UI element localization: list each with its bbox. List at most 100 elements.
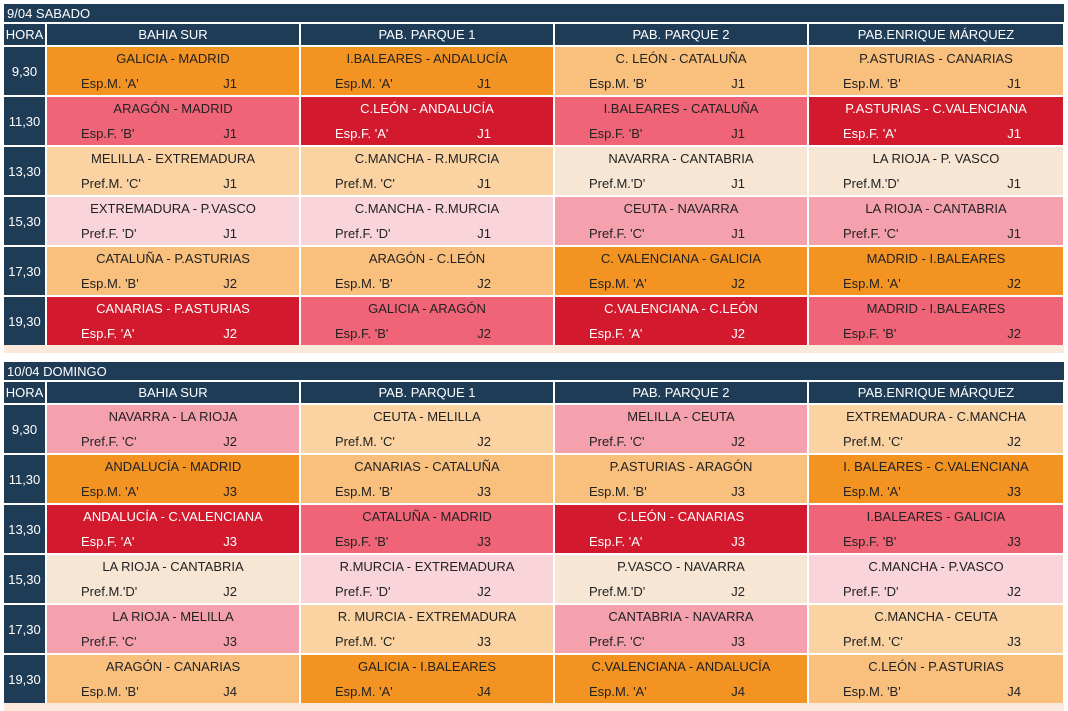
venue-header: PAB.ENRIQUE MÁRQUEZ — [809, 24, 1063, 45]
match-round: J1 — [1007, 226, 1021, 241]
match-teams: EXTREMADURA - C.MANCHA — [846, 409, 1026, 424]
match-cell: C.MANCHA - R.MURCIA Pref.F. 'D' J1 — [301, 197, 555, 245]
match-round: J4 — [223, 684, 237, 699]
match-category: Pref.M. 'C' — [81, 176, 141, 191]
table-row: 15,30 LA RIOJA - CANTABRIA Pref.M.'D' J2 R.M… — [4, 553, 1064, 603]
match-round: J2 — [477, 326, 491, 341]
match-teams: CEUTA - NAVARRA — [623, 201, 739, 216]
match-cell: MADRID - I.BALEARES Esp.F. 'B' J2 — [809, 297, 1063, 345]
table-row: 15,30 EXTREMADURA - P.VASCO Pref.F. 'D' J1 C… — [4, 195, 1064, 245]
match-round: J2 — [477, 276, 491, 291]
time-cell: 9,30 — [4, 47, 47, 95]
match-cell: R. MURCIA - EXTREMADURA Pref.M. 'C' J3 — [301, 605, 555, 653]
match-round: J2 — [477, 434, 491, 449]
match-category: Esp.F. 'B' — [335, 534, 389, 549]
match-teams: ARAGÓN - C.LEÓN — [368, 251, 486, 266]
hora-header: HORA — [4, 24, 47, 45]
venue-header: PAB. PARQUE 1 — [301, 382, 555, 403]
match-teams: CATALUÑA - P.ASTURIAS — [96, 251, 250, 266]
time-cell: 17,30 — [4, 605, 47, 653]
match-teams: C.MANCHA - R.MURCIA — [354, 151, 500, 166]
match-cell: I.BALEARES - GALICIA Esp.F. 'B' J3 — [809, 505, 1063, 553]
match-teams: NAVARRA - CANTABRIA — [608, 151, 754, 166]
match-round: J3 — [223, 534, 237, 549]
match-round: J2 — [1007, 326, 1021, 341]
match-teams: C.MANCHA - CEUTA — [874, 609, 998, 624]
match-round: J3 — [477, 634, 491, 649]
day-block: 9/04 SABADO HORA BAHIA SUR PAB. PARQUE 1 PAB… — [4, 4, 1064, 353]
match-cell: MADRID - I.BALEARES Esp.M. 'A' J2 — [809, 247, 1063, 295]
match-cell: LA RIOJA - MELILLA Pref.F. 'C' J3 — [47, 605, 301, 653]
match-cell: ARAGÓN - CANARIAS Esp.M. 'B' J4 — [47, 655, 301, 703]
match-round: J1 — [731, 176, 745, 191]
match-cell: P.VASCO - NAVARRA Pref.M.'D' J2 — [555, 555, 809, 603]
match-cell: CANTABRIA - NAVARRA Pref.F. 'C' J3 — [555, 605, 809, 653]
venue-header: BAHIA SUR — [47, 24, 301, 45]
match-category: Esp.M. 'B' — [843, 76, 901, 91]
time-cell: 19,30 — [4, 297, 47, 345]
match-cell: CEUTA - MELILLA Pref.M. 'C' J2 — [301, 405, 555, 453]
match-round: J2 — [223, 276, 237, 291]
match-cell: ANDALUCÍA - MADRID Esp.M. 'A' J3 — [47, 455, 301, 503]
match-teams: MADRID - I.BALEARES — [866, 301, 1006, 316]
match-cell: GALICIA - I.BALEARES Esp.M. 'A' J4 — [301, 655, 555, 703]
match-round: J3 — [477, 484, 491, 499]
match-category: Pref.F. 'C' — [81, 434, 137, 449]
match-category: Pref.M.'D' — [81, 584, 138, 599]
match-cell: I. BALEARES - C.VALENCIANA Esp.M. 'A' J3 — [809, 455, 1063, 503]
match-cell: I.BALEARES - CATALUÑA Esp.F. 'B' J1 — [555, 97, 809, 145]
time-cell: 17,30 — [4, 247, 47, 295]
match-category: Pref.M. 'C' — [335, 634, 395, 649]
match-round: J1 — [223, 176, 237, 191]
match-round: J2 — [1007, 276, 1021, 291]
table-row: 13,30 ANDALUCÍA - C.VALENCIANA Esp.F. 'A' J… — [4, 503, 1064, 553]
match-round: J2 — [223, 434, 237, 449]
match-round: J1 — [1007, 76, 1021, 91]
match-teams: I.BALEARES - GALICIA — [866, 509, 1006, 524]
match-round: J2 — [731, 326, 745, 341]
match-category: Pref.F. 'D' — [335, 226, 391, 241]
match-round: J3 — [1007, 534, 1021, 549]
match-teams: C.VALENCIANA - C.LEÓN — [604, 301, 758, 316]
match-round: J4 — [731, 684, 745, 699]
match-round: J1 — [477, 176, 491, 191]
match-category: Esp.F. 'A' — [589, 534, 643, 549]
match-cell: CATALUÑA - P.ASTURIAS Esp.M. 'B' J2 — [47, 247, 301, 295]
match-cell: LA RIOJA - CANTABRIA Pref.M.'D' J2 — [47, 555, 301, 603]
match-teams: C.LEÓN - CANARIAS — [617, 509, 745, 524]
day-separator — [4, 703, 1064, 711]
match-cell: C. VALENCIANA - GALICIA Esp.M. 'A' J2 — [555, 247, 809, 295]
venue-header: PAB. PARQUE 2 — [555, 24, 809, 45]
match-round: J1 — [223, 226, 237, 241]
match-cell: I.BALEARES - ANDALUCÍA Esp.M. 'A' J1 — [301, 47, 555, 95]
time-cell: 13,30 — [4, 505, 47, 553]
day-separator — [4, 345, 1064, 353]
table-row: 19,30 ARAGÓN - CANARIAS Esp.M. 'B' J4 GALICI… — [4, 653, 1064, 703]
day-title: 9/04 SABADO — [4, 4, 1064, 24]
match-teams: GALICIA - ARAGÓN — [368, 301, 486, 316]
match-category: Esp.M. 'B' — [589, 484, 647, 499]
match-teams: P.ASTURIAS - CANARIAS — [859, 51, 1013, 66]
match-round: J1 — [223, 126, 237, 141]
match-teams: GALICIA - MADRID — [116, 51, 230, 66]
match-category: Esp.M. 'B' — [81, 276, 139, 291]
match-round: J1 — [731, 76, 745, 91]
match-teams: GALICIA - I.BALEARES — [358, 659, 496, 674]
match-category: Esp.M. 'A' — [843, 276, 901, 291]
match-cell: EXTREMADURA - C.MANCHA Pref.M. 'C' J2 — [809, 405, 1063, 453]
match-teams: CANARIAS - P.ASTURIAS — [96, 301, 250, 316]
match-teams: CANARIAS - CATALUÑA — [354, 459, 500, 474]
table-row: 19,30 CANARIAS - P.ASTURIAS Esp.F. 'A' J2 GA… — [4, 295, 1064, 345]
match-round: J3 — [1007, 634, 1021, 649]
match-category: Esp.M. 'B' — [335, 484, 393, 499]
match-round: J1 — [1007, 126, 1021, 141]
table-row: 11,30 ARAGÓN - MADRID Esp.F. 'B' J1 C.LEÓN -… — [4, 95, 1064, 145]
match-round: J3 — [731, 534, 745, 549]
match-teams: ANDALUCÍA - MADRID — [104, 459, 242, 474]
match-teams: I. BALEARES - C.VALENCIANA — [843, 459, 1029, 474]
match-cell: P.ASTURIAS - ARAGÓN Esp.M. 'B' J3 — [555, 455, 809, 503]
match-cell: NAVARRA - LA RIOJA Pref.F. 'C' J2 — [47, 405, 301, 453]
